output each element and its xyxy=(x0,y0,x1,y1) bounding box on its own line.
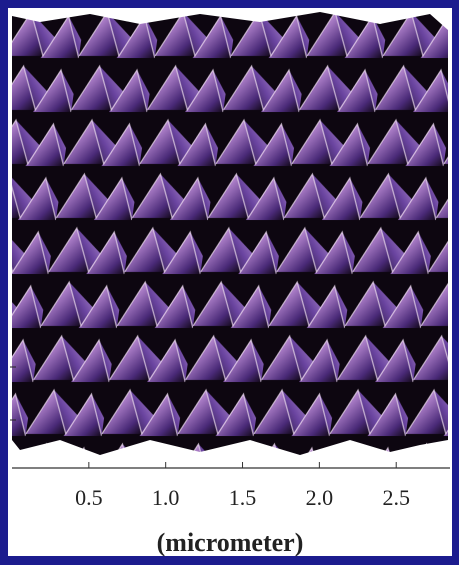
x-tick-label: 1.0 xyxy=(152,485,180,510)
x-tick-label: 2.5 xyxy=(382,485,410,510)
x-tick-label: 2.0 xyxy=(306,485,334,510)
x-tick-label: 0.5 xyxy=(75,485,103,510)
x-axis-title: (micrometer) xyxy=(157,528,304,557)
afm-surface xyxy=(12,12,448,455)
x-tick-label: 1.5 xyxy=(229,485,257,510)
figure: (micrometer) 0.5 1.0 1.5 2.0 2.5 xyxy=(0,0,459,565)
